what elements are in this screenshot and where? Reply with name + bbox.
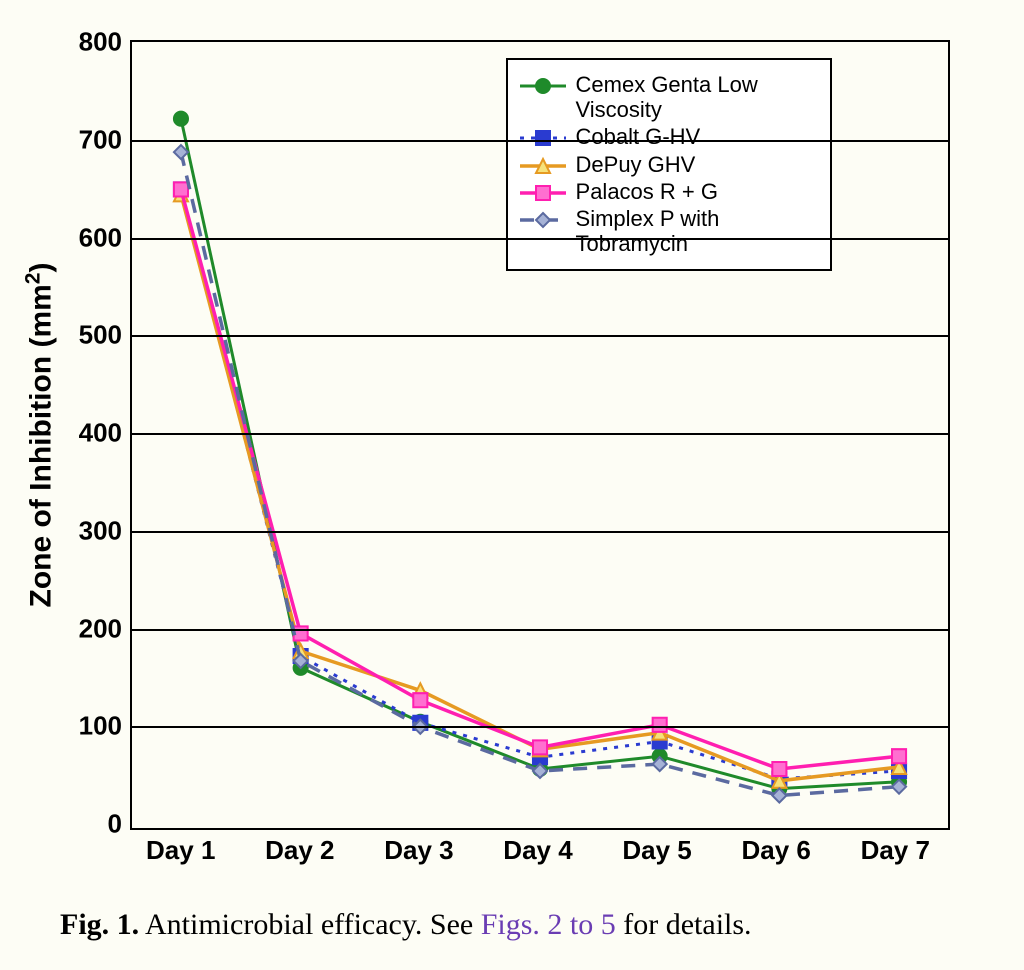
y-tick-label: 300 <box>72 515 122 546</box>
series-marker <box>174 112 188 126</box>
y-tick-label: 400 <box>72 418 122 449</box>
legend-item: Cemex Genta Low Viscosity <box>520 72 816 123</box>
series-line <box>181 189 899 769</box>
legend-label: Simplex P with Tobramycin <box>576 206 816 257</box>
legend-label: Cobalt G-HV <box>576 124 701 149</box>
legend-item: Cobalt G-HV <box>520 124 816 149</box>
y-tick-label: 600 <box>72 222 122 253</box>
caption-prefix: Fig. 1. <box>60 908 139 941</box>
x-tick-label: Day 6 <box>741 835 810 866</box>
x-tick-label: Day 3 <box>384 835 453 866</box>
x-tick-label: Day 7 <box>861 835 930 866</box>
y-tick-label: 200 <box>72 613 122 644</box>
y-tick-label: 100 <box>72 711 122 742</box>
chart: Zone of Inhibition (mm2) Cemex Genta Low… <box>20 20 980 890</box>
series-marker <box>892 749 906 763</box>
series-marker <box>413 693 427 707</box>
caption-text-1: Antimicrobial efficacy. See <box>139 908 481 941</box>
figure-wrap: Zone of Inhibition (mm2) Cemex Genta Low… <box>20 20 1004 942</box>
legend-item: Simplex P with Tobramycin <box>520 206 816 257</box>
legend-label: DePuy GHV <box>576 152 696 177</box>
series-line <box>181 194 899 780</box>
figure-caption: Fig. 1. Antimicrobial efficacy. See Figs… <box>20 908 1004 942</box>
y-tick-label: 800 <box>72 27 122 58</box>
series-marker <box>653 718 667 732</box>
x-tick-label: Day 5 <box>622 835 691 866</box>
legend-item: Palacos R + G <box>520 179 816 204</box>
series-marker <box>174 182 188 196</box>
x-tick-label: Day 1 <box>146 835 215 866</box>
legend-label: Cemex Genta Low Viscosity <box>576 72 816 123</box>
series-marker <box>772 762 786 776</box>
y-tick-label: 0 <box>72 809 122 840</box>
plot-area: Cemex Genta Low ViscosityCobalt G-HV DePu… <box>130 40 950 830</box>
legend-label: Palacos R + G <box>576 179 718 204</box>
legend-item: DePuy GHV <box>520 152 816 177</box>
caption-text-2: for details. <box>616 908 752 941</box>
y-tick-label: 500 <box>72 320 122 351</box>
x-tick-label: Day 4 <box>503 835 572 866</box>
series-marker <box>533 740 547 754</box>
x-tick-label: Day 2 <box>265 835 334 866</box>
caption-fig-ref[interactable]: Figs. 2 to 5 <box>481 908 616 941</box>
series-line <box>181 189 899 778</box>
y-axis-label: Zone of Inhibition (mm2) <box>22 263 59 608</box>
y-tick-label: 700 <box>72 124 122 155</box>
